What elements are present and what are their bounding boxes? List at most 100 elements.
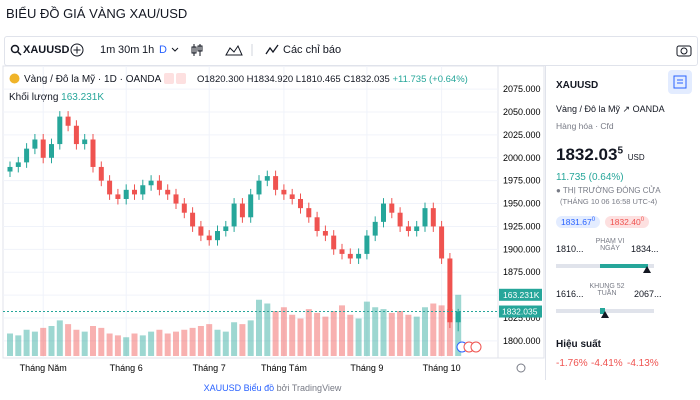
candle-body [15, 162, 21, 167]
x-tick-label: Tháng Năm [20, 363, 67, 373]
indicators-icon[interactable] [265, 43, 279, 57]
week-range-fill [600, 308, 605, 314]
candle-body [314, 217, 320, 232]
bid-price: 1831.67 [561, 217, 592, 227]
interval[interactable]: 1h [142, 44, 155, 56]
candle-body [181, 203, 187, 213]
bid-superscript: 0 [591, 217, 596, 224]
y-tick-label: 1800.000 [503, 336, 541, 346]
sidebar-symbol: XAUUSD [556, 80, 599, 91]
volume-bar [388, 312, 395, 356]
performance-value: -4.13% [627, 358, 659, 369]
interval[interactable]: 1m [100, 44, 116, 56]
candle-body [115, 194, 121, 199]
candle-body [215, 231, 220, 241]
sidebar-price: 1832.035 USD [556, 145, 645, 165]
volume-legend: Khối lượng 163.231K [9, 92, 104, 103]
volume-bar [438, 305, 445, 356]
legend-name: Vàng / Đô la Mỹ · 1D · OANDA [24, 74, 162, 85]
chart-frame [2, 65, 545, 359]
volume-bar [405, 314, 412, 356]
instrument-name: Vàng / Đô la Mỹ [556, 104, 621, 114]
candle-body [40, 139, 46, 158]
candle-body [455, 311, 461, 323]
footer: XAUUSD Biểu đồ bởi TradingView [0, 383, 545, 393]
volume-bar [355, 318, 362, 356]
volume-bar [65, 324, 72, 356]
screenshot-icon[interactable] [676, 43, 692, 57]
volume-bar [280, 307, 287, 356]
volume-bar [189, 327, 196, 356]
candle-body [339, 249, 345, 254]
dropdown-icon[interactable] [171, 46, 179, 54]
volume-bar [148, 331, 155, 356]
chart: 1800.0001825.0001850.0001875.0001900.000… [2, 65, 545, 373]
list-icon[interactable] [673, 75, 687, 89]
candle-body [82, 139, 88, 145]
watchlist-button[interactable] [668, 70, 692, 94]
candle-body [322, 231, 328, 236]
compare-button[interactable] [70, 43, 84, 57]
volume-bar [131, 333, 138, 356]
candle-body [372, 221, 378, 236]
candle-body [123, 189, 129, 199]
candle-body [7, 166, 13, 172]
footer-link[interactable]: XAUUSD Biểu đồ [203, 383, 275, 393]
status-text: THỊ TRƯỜNG ĐÓNG CỬA [562, 186, 661, 195]
volume-bar [339, 305, 345, 356]
volume-bar [430, 303, 437, 356]
volume-bar [164, 333, 171, 356]
volume-bar [106, 333, 113, 356]
candle-body [57, 116, 63, 145]
week-range-label: KHUNG 52 TUẦN [589, 283, 625, 297]
candle-body [347, 253, 353, 259]
candle-body [132, 189, 137, 195]
candle-body [49, 144, 54, 158]
interval-active[interactable]: D [159, 44, 167, 56]
volume-bar [73, 329, 80, 356]
ohlc-high: H1834.920 [246, 74, 294, 85]
symbol-search[interactable]: XAUUSD [23, 44, 70, 56]
volume-bar [173, 331, 179, 356]
day-high: 1834... [631, 244, 659, 254]
candle-body [389, 203, 395, 213]
volume-bar [197, 326, 204, 356]
settings-icon [516, 363, 526, 373]
legend-ohlc: O1820.300 H1834.920 L1810.465 C1832.035 … [197, 74, 468, 85]
x-tick-label: Tháng 9 [350, 363, 383, 373]
candle-body [364, 235, 370, 254]
candle-body [397, 212, 403, 227]
volume-bar [289, 314, 296, 356]
volume-bar [256, 299, 262, 356]
legend-toggles[interactable] [164, 73, 186, 84]
volume-bar [56, 320, 63, 356]
performance-value: -4.41% [591, 358, 623, 369]
interval[interactable]: 30m [118, 44, 140, 56]
bid: 1831.670 [556, 216, 601, 228]
candle-body [73, 125, 79, 145]
sidebar [545, 66, 700, 380]
x-tick-label: Tháng 7 [193, 363, 226, 373]
candle-body [239, 203, 245, 218]
volume-bar [48, 326, 55, 356]
indicators-button[interactable]: Các chỉ báo [283, 44, 342, 56]
volume-bar [380, 309, 387, 356]
volume-bar [98, 327, 105, 356]
volume-bar [156, 329, 163, 356]
candle-body [289, 194, 295, 199]
symbol-logo [9, 73, 20, 84]
volume-bar [247, 320, 254, 356]
candle-body [198, 226, 204, 236]
x-tick-label: Tháng 10 [423, 363, 461, 373]
candle-body [298, 198, 303, 209]
ohlc-open: O1820.300 [197, 74, 245, 85]
volume-bar [330, 311, 337, 356]
status-time: (THÁNG 10 06 16:58 UTC-4) [560, 197, 658, 206]
volume-bar [413, 316, 420, 356]
candle-body [148, 180, 154, 186]
chart-style-icons[interactable] [190, 42, 260, 58]
exchange: OANDA [632, 104, 665, 114]
candle-body [24, 148, 30, 163]
y-tick-label: 1825.000 [503, 313, 541, 323]
search-icon[interactable] [10, 44, 22, 56]
